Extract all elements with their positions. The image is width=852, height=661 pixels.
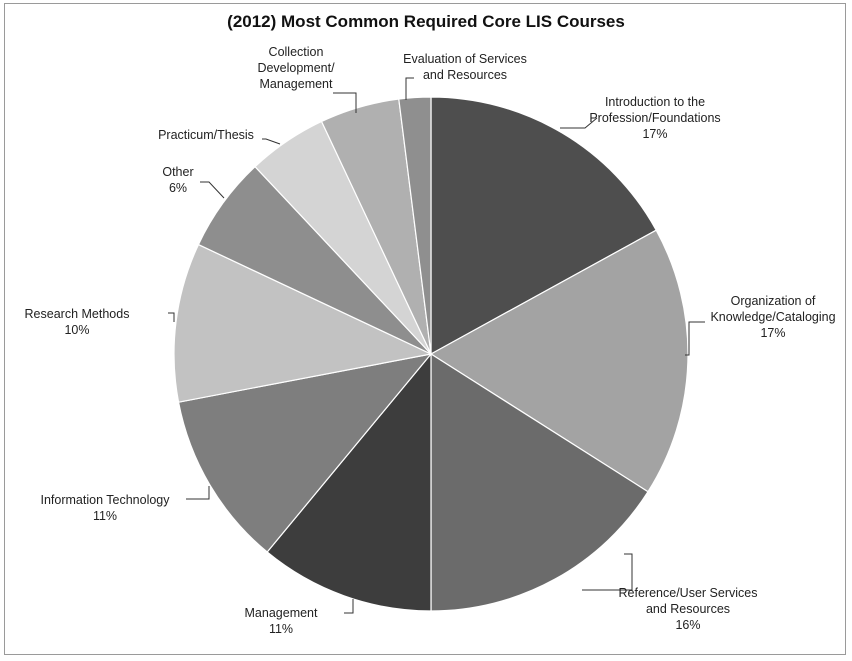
leader-line: [262, 138, 281, 145]
leader-line: [186, 486, 210, 500]
pie-slice: [398, 96, 432, 355]
slice-label: Management 11%: [245, 606, 318, 636]
pie-slice: [430, 352, 649, 612]
pie-slice: [173, 243, 433, 403]
pie-slice: [177, 353, 433, 553]
leader-line: [582, 553, 633, 591]
pie-slice: [429, 229, 689, 493]
leader-line: [168, 312, 175, 322]
leader-line: [405, 77, 414, 100]
slice-label: Other 6%: [162, 165, 193, 195]
slice-label: Collection Development/Management: [257, 45, 335, 91]
pie-slice: [266, 352, 432, 612]
pie-slices: [173, 96, 689, 612]
leader-line: [344, 599, 354, 614]
slice-label: Practicum/Thesis: [158, 128, 254, 142]
leader-lines: [168, 77, 705, 614]
slice-labels: Introduction to the Profession/Foundation…: [25, 45, 836, 636]
slice-label: Reference/User Services and Resources 16%: [619, 586, 758, 632]
slice-label: Information Technology 11%: [40, 493, 170, 523]
slice-label: Introduction to the Profession/Foundation…: [589, 95, 720, 141]
slice-label: Organization of Knowledge/Cataloging 17%: [710, 294, 835, 340]
chart-title: (2012) Most Common Required Core LIS Cou…: [227, 12, 625, 31]
pie-slice: [430, 96, 658, 356]
leader-line: [200, 181, 225, 199]
leader-line: [685, 321, 705, 356]
leader-line: [560, 117, 598, 129]
leader-line: [333, 92, 357, 113]
slice-label: Research Methods 10%: [25, 307, 130, 337]
slice-label: Evaluation of Services and Resources: [403, 52, 527, 82]
